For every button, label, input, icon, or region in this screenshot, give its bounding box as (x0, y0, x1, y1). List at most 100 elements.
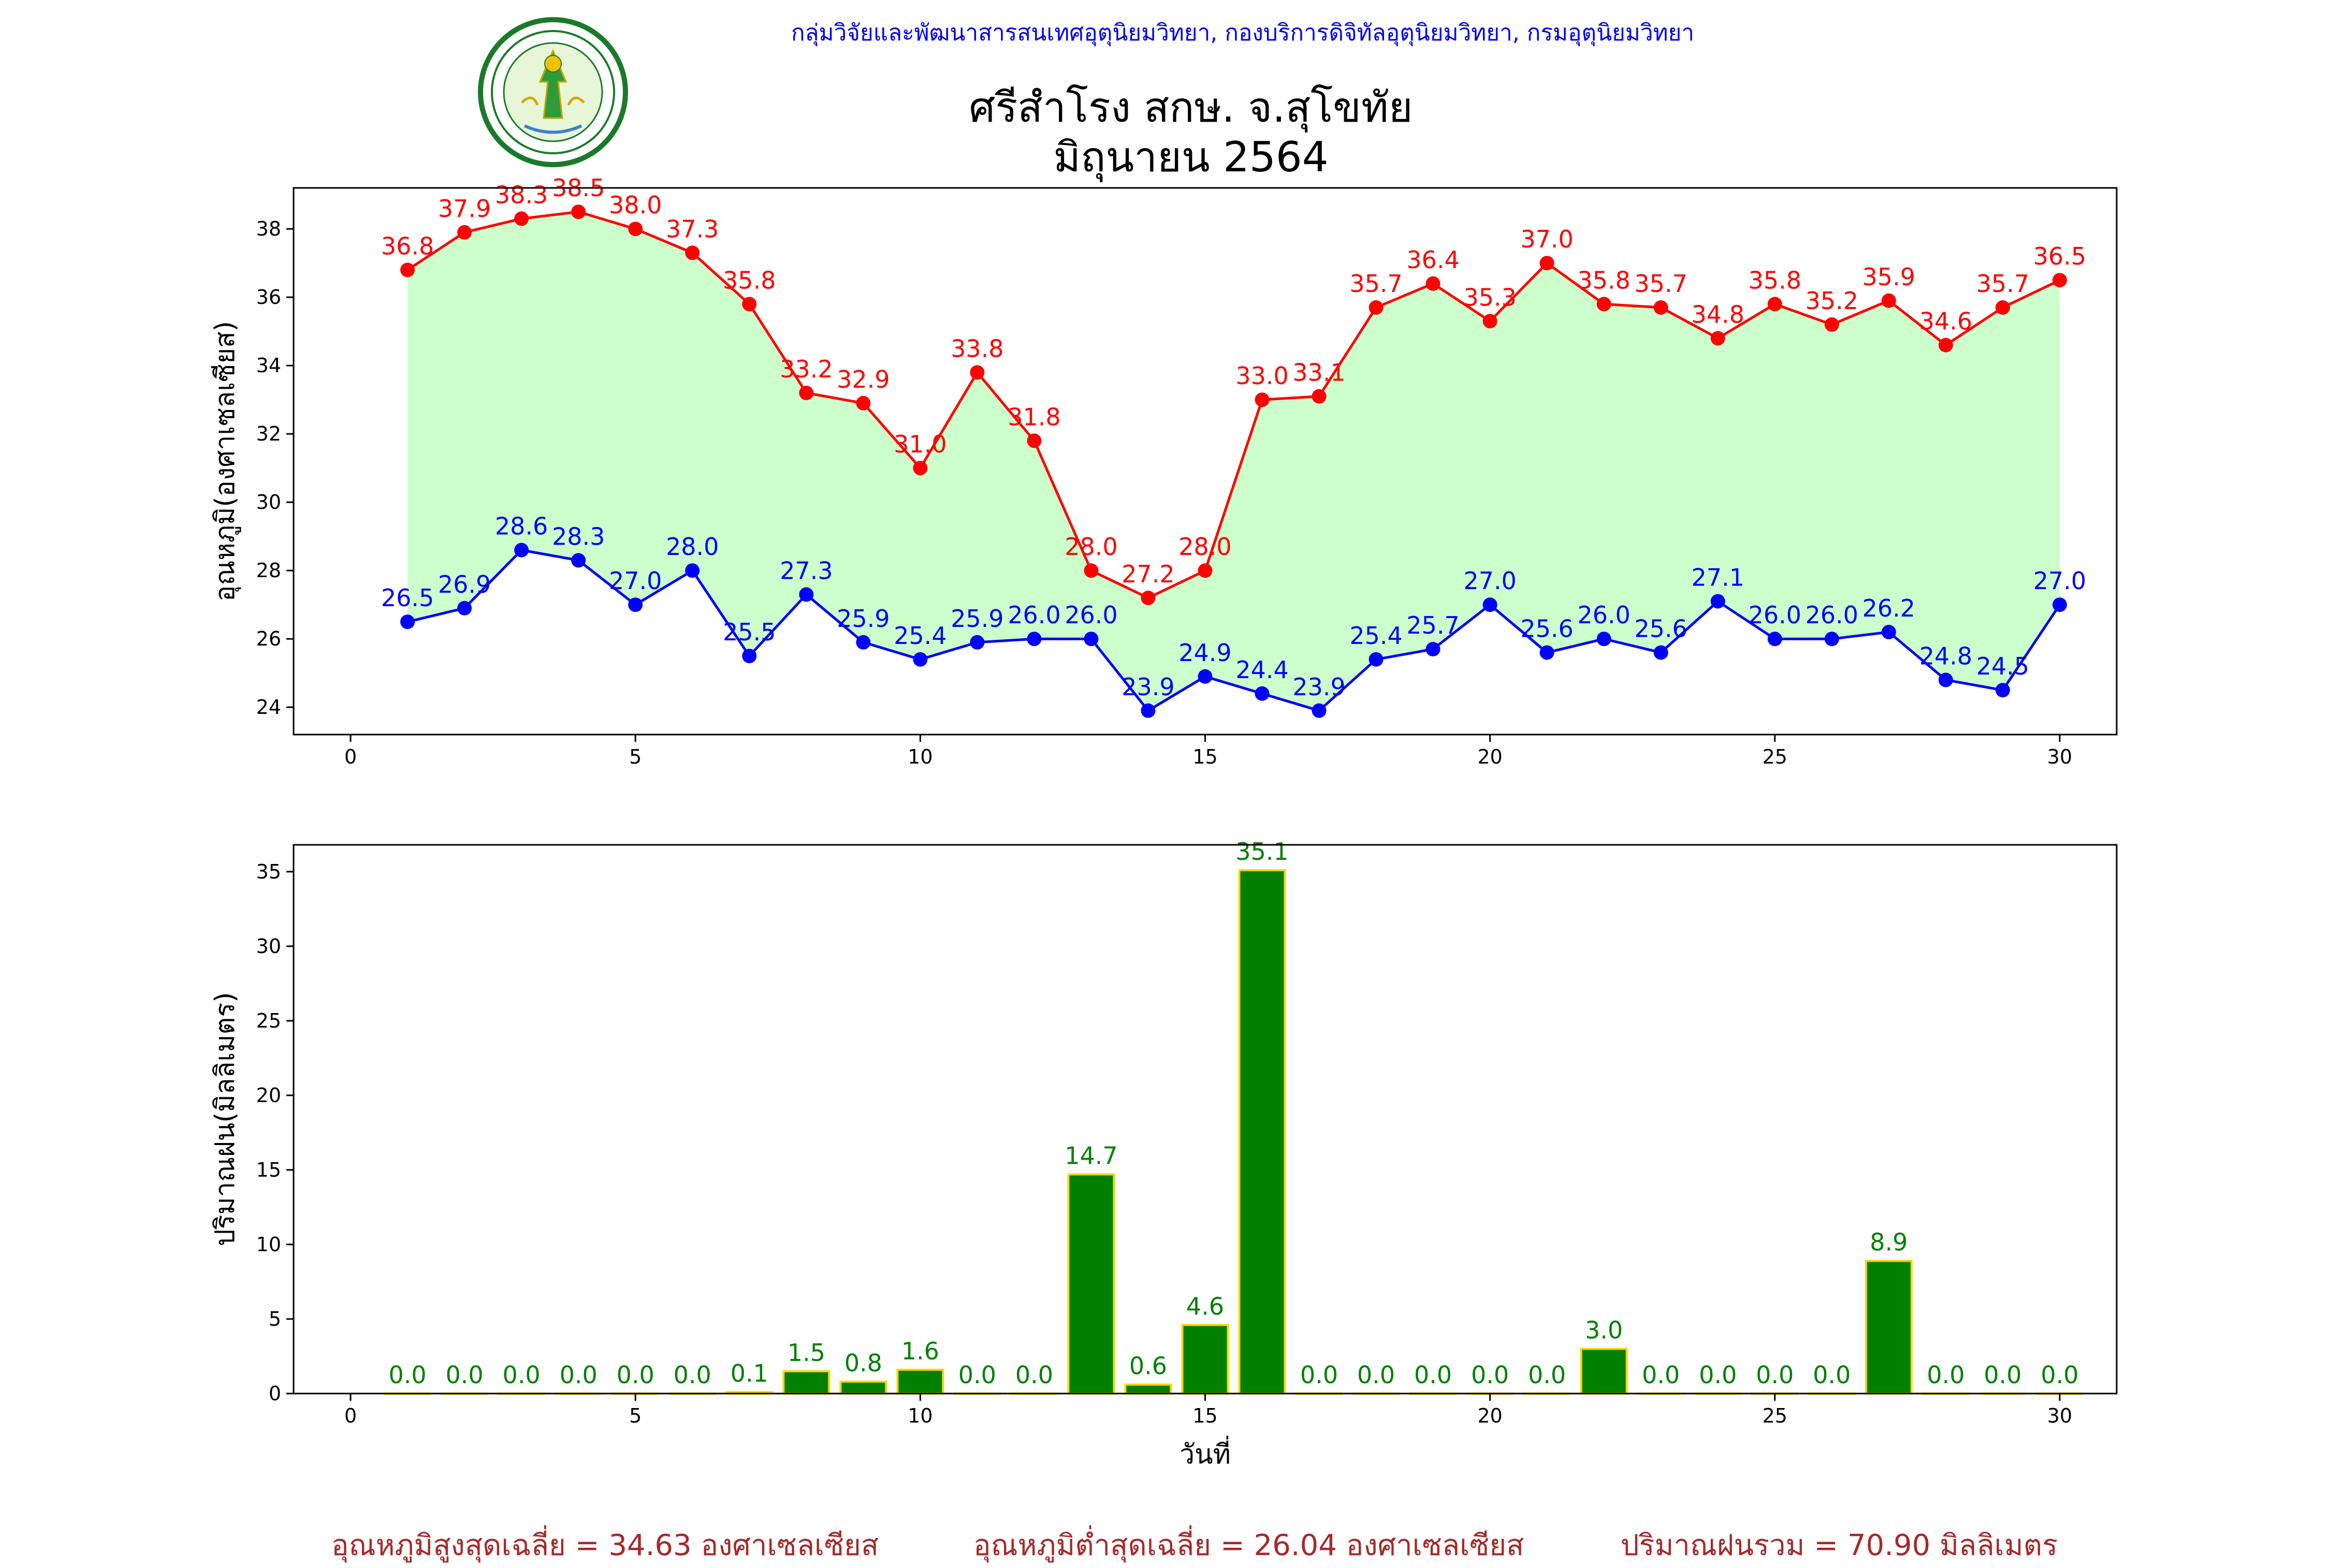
min-temp-point (571, 553, 586, 568)
temp-y-tick-label: 38 (256, 217, 281, 240)
min-temp-label: 23.9 (1292, 673, 1345, 701)
max-temp-point (1141, 591, 1156, 605)
max-temp-point (913, 461, 928, 476)
rain-bar (1067, 1173, 1115, 1395)
max-temp-point (1482, 314, 1497, 329)
max-temp-label: 28.0 (1065, 533, 1117, 561)
min-temp-label: 27.3 (780, 556, 833, 584)
max-temp-line (406, 210, 2061, 599)
max-temp-point (1425, 276, 1440, 291)
min-temp-label: 28.3 (552, 522, 605, 550)
min-temp-point (1027, 632, 1042, 647)
max-temp-label: 36.8 (381, 232, 434, 260)
min-temp-point (1084, 632, 1099, 647)
max-temp-label: 37.9 (438, 195, 491, 223)
rain-value-label: 0.0 (1927, 1361, 1964, 1389)
temp-y-tick-label: 30 (256, 491, 281, 514)
max-temp-label: 32.9 (837, 365, 890, 393)
min-temp-label: 28.6 (495, 512, 548, 540)
max-temp-point (1312, 389, 1327, 404)
rain-bar (1181, 1324, 1229, 1395)
min-temp-point (1425, 642, 1440, 656)
min-temp-label: 25.7 (1406, 611, 1459, 639)
min-temp-point (1539, 645, 1554, 660)
max-temp-label: 35.2 (1805, 287, 1858, 315)
rain-x-tick-label: 10 (908, 1404, 933, 1427)
rain-value-label: 8.9 (1870, 1228, 1907, 1256)
max-temp-label: 38.0 (609, 191, 662, 219)
min-temp-point (1824, 632, 1839, 647)
rain-value-label: 3.0 (1585, 1316, 1623, 1344)
max-temp-label: 35.7 (1976, 270, 2029, 298)
min-temp-point (1767, 632, 1782, 647)
min-temp-point (514, 543, 529, 558)
max-temp-label: 34.8 (1692, 300, 1744, 328)
min-temp-label: 24.9 (1178, 639, 1231, 667)
min-temp-label: 26.0 (1008, 601, 1060, 629)
meteorological-department-seal-icon (475, 14, 631, 170)
rain-x-tick-label: 20 (1477, 1404, 1502, 1427)
temp-y-tick-label: 32 (256, 422, 281, 445)
rain-x-tick-label: 5 (629, 1404, 642, 1427)
max-temp-label: 36.4 (1406, 246, 1459, 274)
rain-bar (896, 1368, 944, 1395)
rain-value-label: 14.7 (1065, 1142, 1117, 1170)
min-temp-label: 25.4 (894, 622, 946, 650)
title-station: ศรีสำโรง สกษ. จ.สุโขทัย (969, 83, 1413, 131)
max-temp-point (1938, 338, 1953, 353)
max-temp-point (514, 211, 529, 226)
rain-value-label: 1.6 (901, 1337, 939, 1365)
min-temp-label: 26.0 (1578, 601, 1630, 629)
chart-title: ศรีสำโรง สกษ. จ.สุโขทัย มิถุนายน 2564 (828, 83, 1553, 182)
min-temp-label: 26.5 (381, 584, 434, 612)
temp-x-tick-label: 30 (2047, 745, 2072, 768)
max-temp-point (1539, 256, 1554, 271)
rain-y-axis-label: ปริมาณฝน(มิลลิเมตร) (210, 992, 241, 1246)
min-temp-point (970, 635, 985, 650)
max-temp-label: 31.8 (1008, 403, 1060, 431)
min-temp-label: 27.0 (2033, 567, 2086, 595)
rain-value-label: 0.0 (958, 1361, 996, 1389)
min-temp-label: 25.5 (723, 618, 776, 646)
rain-value-label: 0.0 (1642, 1361, 1680, 1389)
temperature-chart: 36.826.537.926.938.328.638.528.338.027.0… (210, 174, 2118, 768)
rain-bar (1865, 1259, 1913, 1395)
temp-y-tick-label: 36 (256, 286, 281, 309)
rain-value-label: 0.0 (1699, 1361, 1737, 1389)
rain-value-label: 0.8 (844, 1349, 882, 1377)
min-temp-point (1141, 703, 1156, 718)
temp-x-tick-label: 25 (1763, 745, 1787, 768)
avg-min-temp: อุณหภูมิต่ำสุดเฉลี่ย = 26.04 องศาเซลเซีย… (973, 1529, 1524, 1562)
min-temp-point (628, 597, 643, 612)
min-temp-label: 27.1 (1692, 564, 1744, 592)
min-temp-point (1596, 632, 1611, 647)
max-temp-point (1710, 331, 1725, 346)
rain-bar (782, 1370, 831, 1395)
min-temp-label: 25.9 (837, 605, 890, 633)
min-temp-label: 25.4 (1349, 622, 1402, 650)
max-temp-label: 34.6 (1919, 307, 1972, 335)
rain-y-tick-label: 15 (256, 1159, 281, 1181)
rain-y-tick-label: 20 (256, 1084, 281, 1107)
min-temp-point (1255, 686, 1270, 701)
min-temp-label: 27.0 (1463, 567, 1516, 595)
max-temp-point (1995, 300, 2010, 315)
rain-value-label: 0.0 (2041, 1361, 2078, 1389)
rain-value-label: 0.0 (1300, 1361, 1338, 1389)
max-temp-point (1653, 300, 1668, 315)
min-temp-point (1482, 597, 1497, 612)
min-temp-point (1312, 703, 1327, 718)
rain-bar (1580, 1347, 1628, 1395)
max-temp-point (1084, 563, 1099, 578)
max-temp-label: 35.7 (1349, 270, 1402, 298)
min-temp-point (457, 600, 472, 616)
min-temp-point (742, 649, 757, 664)
rain-y-tick-label: 25 (256, 1009, 281, 1032)
max-temp-point (970, 365, 985, 380)
rain-value-label: 0.0 (1015, 1361, 1053, 1389)
min-temp-label: 23.9 (1122, 673, 1174, 701)
min-temp-label: 24.8 (1919, 642, 1972, 670)
rain-y-tick-label: 30 (256, 935, 281, 958)
max-temp-point (1596, 297, 1611, 312)
rain-value-label: 0.0 (1471, 1361, 1509, 1389)
